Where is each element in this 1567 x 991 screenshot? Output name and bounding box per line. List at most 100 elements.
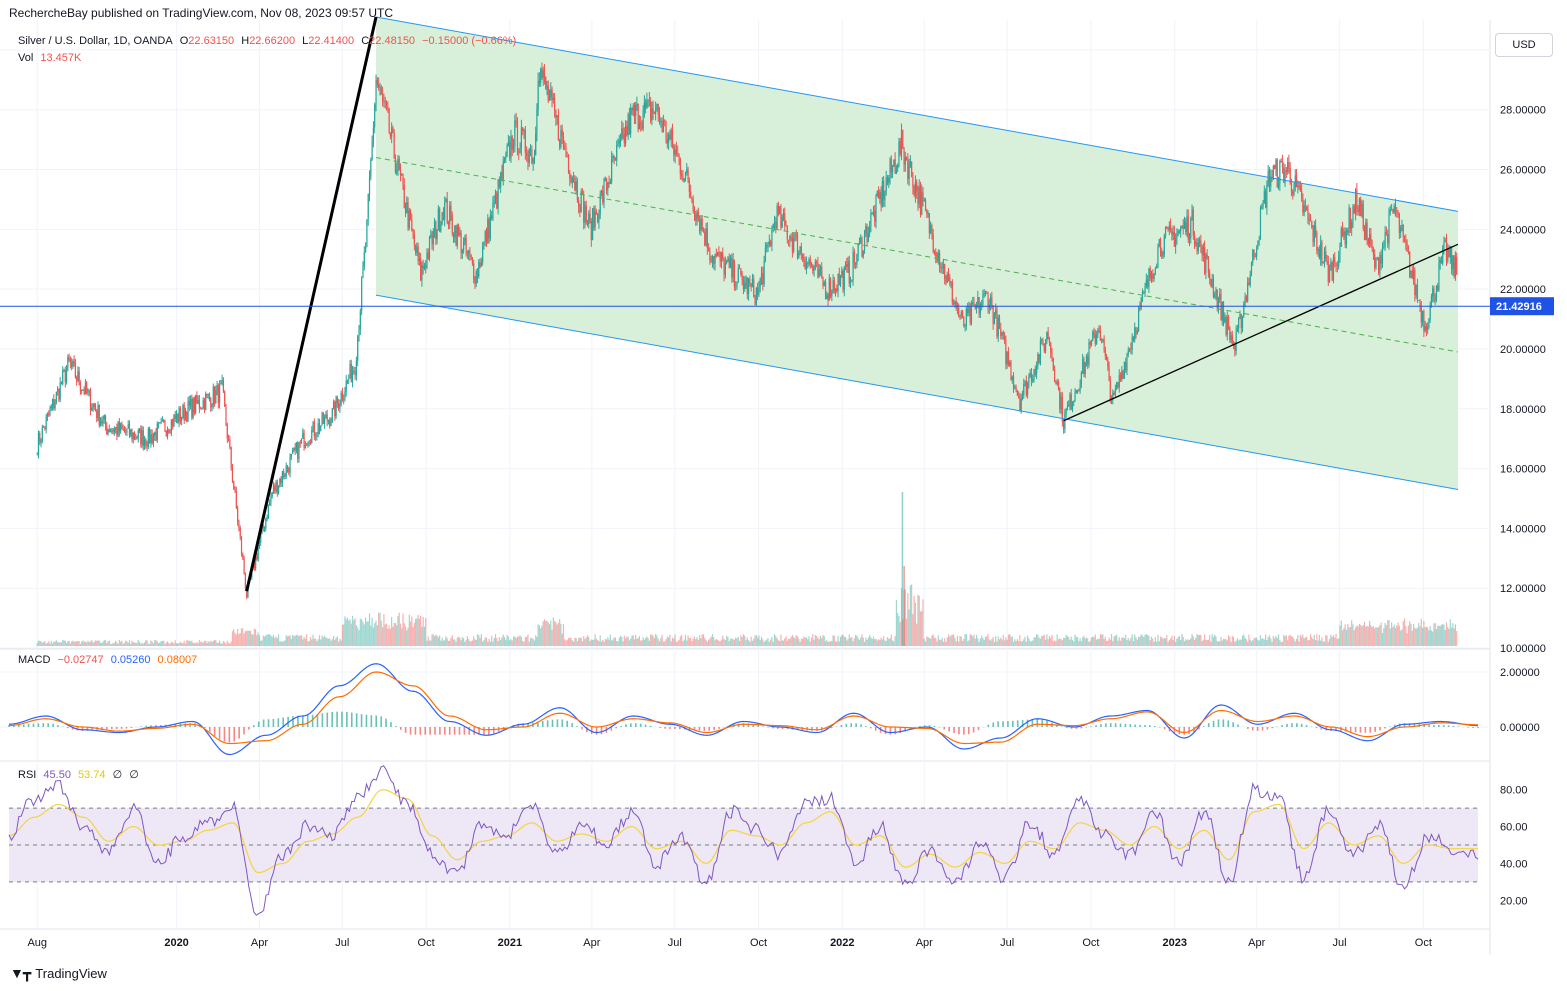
candle-body [244,573,247,588]
candle-body [1191,209,1193,220]
symbol-label[interactable]: Silver / U.S. Dollar, 1D, OANDA [18,35,173,47]
candle-body [636,103,638,106]
volume-bar [441,637,443,646]
volume-bar [1429,626,1431,646]
volume-bar [724,640,726,646]
volume-bar [612,639,614,646]
candle-body [884,191,886,200]
candle-body [1438,263,1440,290]
candle-body [1365,222,1367,241]
candle-body [754,296,756,306]
volume-bar [617,641,619,646]
candle-body [60,382,63,384]
candle-body [339,404,341,409]
candle-body [516,121,519,152]
candle-body [272,485,275,493]
volume-bar [92,642,94,646]
macd-histogram-bar [757,725,759,727]
volume-bar [1135,637,1137,646]
volume-bar [156,641,158,646]
volume-bar [325,637,327,646]
candle-body [1283,167,1285,183]
candle-body [1006,351,1008,365]
volume-bar [1158,641,1160,646]
candle-body [714,253,716,264]
macd-histogram-bar [282,717,285,727]
candle-body [426,252,428,268]
price-axis: 30.0000028.0000026.0000024.0000022.00000… [1500,45,1546,907]
candle-body [498,179,500,187]
volume-bar [509,640,511,646]
candle-body [1034,369,1036,375]
candle-body [1038,354,1040,363]
candle-body [782,213,785,217]
macd-histogram-bar [434,727,436,735]
macd-histogram-bar [1271,727,1274,729]
volume-bar [1263,639,1265,646]
candle-body [456,225,458,246]
candle-body [512,145,515,150]
rsi-label[interactable]: RSI [18,769,37,781]
volume-bar [1276,637,1278,646]
volume-bar [39,640,41,646]
candle-body [930,225,932,233]
volume-bar [1033,637,1035,646]
rsi-ma-value: 53.74 [78,769,106,781]
volume-bar [1343,628,1345,646]
volume-label[interactable]: Vol [18,52,34,64]
volume-bar [64,640,66,646]
volume-bar [408,614,410,646]
volume-bar [81,641,83,646]
macd-histogram-bar [355,713,358,727]
volume-bar [736,638,738,646]
volume-bar [1161,637,1163,646]
volume-bar [284,640,286,646]
volume-bar [1190,638,1192,646]
candle-body [1018,395,1020,399]
candle-body [242,553,244,559]
candle-body [735,285,737,287]
candle-body [104,415,107,427]
candle-body [1263,191,1265,204]
volume-bar [1367,626,1369,646]
candle-body [927,212,929,214]
volume-bar [1083,635,1085,646]
volume-bar [1180,640,1182,646]
volume-bar [1449,619,1451,646]
volume-bar [570,637,572,646]
macd-label[interactable]: MACD [18,654,51,666]
volume-bar [151,641,153,646]
candle-body [476,271,479,277]
volume-bar [575,637,577,646]
volume-bar [1432,631,1434,646]
volume-bar [733,639,735,646]
volume-bar [37,640,40,646]
candle-body [968,306,970,314]
volume-bar [602,639,604,646]
candle-body [803,258,805,262]
volume-bar [628,640,630,646]
volume-bar [905,618,908,646]
candle-body [849,279,852,284]
macd-histogram-bar [321,713,324,727]
volume-bar [1366,625,1368,646]
footer-brand[interactable]: ▼┳ TradingView [10,965,107,982]
candle-body [507,141,509,146]
volume-bar [798,638,800,646]
candle-body [1145,279,1147,287]
macd-histogram-bar [159,724,162,727]
candle-body [514,120,516,146]
volume-bar [1079,638,1081,646]
volume-bar [917,594,919,646]
macd-histogram-bar [233,727,236,742]
currency-button[interactable]: USD [1495,33,1553,57]
volume-bar [266,634,268,646]
volume-bar [732,639,734,646]
volume-bar [1139,636,1141,646]
volume-bar [84,641,87,646]
candle-body [57,388,59,392]
volume-bar [163,640,165,646]
candle-body [894,159,896,174]
candle-body [1448,248,1450,258]
